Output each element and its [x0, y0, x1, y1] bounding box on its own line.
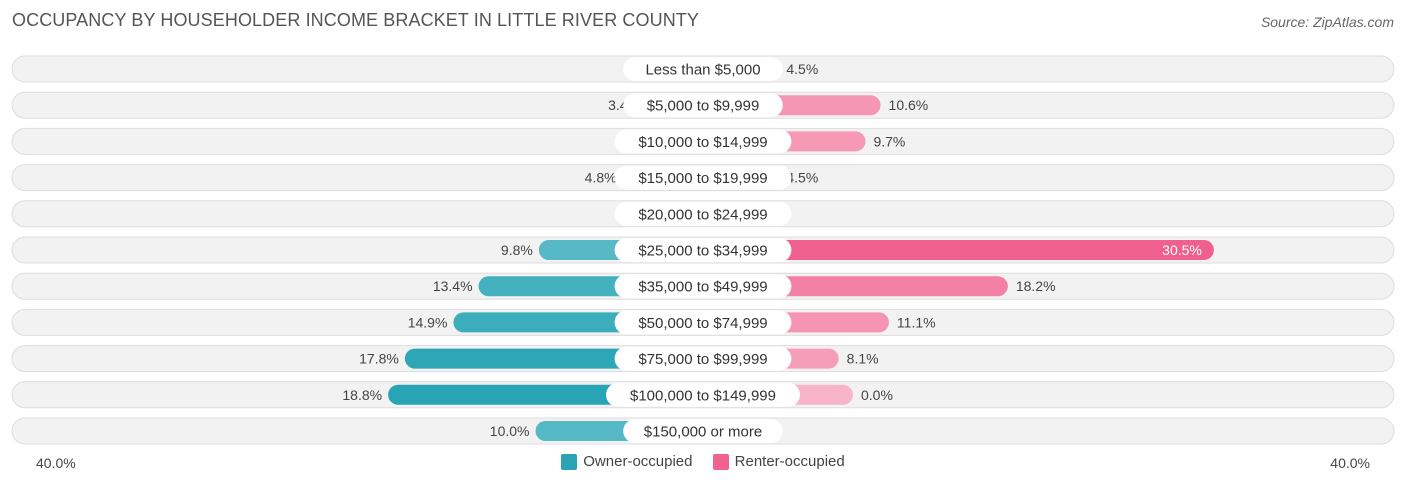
category-pill	[614, 238, 792, 262]
chart-title: OCCUPANCY BY HOUSEHOLDER INCOME BRACKET …	[12, 10, 699, 30]
category-pill	[614, 310, 792, 335]
category-label: $50,000 to $74,999	[638, 315, 767, 332]
chart-legend: Owner-occupied Renter-occupied	[0, 453, 1406, 474]
label-owner: 14.9%	[408, 314, 448, 330]
category-label: Less than $5,000	[645, 62, 760, 79]
category-label: $100,000 to $149,999	[630, 387, 776, 404]
legend-swatch-renter	[712, 453, 729, 470]
category-label: $20,000 to $24,999	[638, 206, 767, 223]
category-label: $35,000 to $49,999	[638, 279, 767, 296]
legend-item-renter: Renter-occupied	[712, 453, 845, 470]
label-owner: 18.8%	[342, 387, 382, 403]
category-label: $5,000 to $9,999	[647, 98, 760, 115]
label-owner: 10.0%	[490, 423, 530, 439]
bar-renter	[693, 240, 1214, 260]
category-pill	[614, 346, 792, 371]
category-label: $15,000 to $19,999	[638, 170, 767, 187]
label-renter: 4.5%	[786, 170, 818, 186]
category-pill	[623, 93, 783, 118]
category-pill	[614, 129, 792, 154]
chart-plot-area: 1.9%4.5%Less than $5,0003.4%10.6%$5,000 …	[11, 55, 1395, 445]
label-renter: 18.2%	[1016, 278, 1056, 294]
category-label: $10,000 to $14,999	[638, 134, 767, 151]
label-renter: 0.0%	[861, 387, 893, 403]
legend-label-renter: Renter-occupied	[734, 453, 845, 470]
chart-source: Source: ZipAtlas.com	[1260, 14, 1394, 30]
label-owner: 9.8%	[501, 242, 533, 258]
category-pill	[614, 274, 792, 299]
category-label: $150,000 or more	[644, 424, 762, 441]
legend-swatch-owner	[561, 453, 578, 470]
legend-item-owner: Owner-occupied	[561, 453, 692, 470]
category-pill	[623, 57, 783, 81]
label-owner: 17.8%	[359, 351, 399, 367]
legend-label-owner: Owner-occupied	[583, 453, 693, 470]
label-renter: 11.1%	[897, 314, 936, 330]
label-renter: 30.5%	[1162, 242, 1202, 258]
axis-right-label: 40.0%	[1330, 455, 1370, 471]
label-renter: 9.7%	[873, 133, 905, 149]
label-renter: 10.6%	[889, 97, 929, 113]
category-pill	[614, 165, 792, 190]
label-renter: 4.5%	[786, 61, 818, 77]
label-renter: 8.1%	[847, 351, 879, 367]
axis-left-label: 40.0%	[36, 455, 76, 471]
label-owner: 13.4%	[433, 278, 473, 294]
category-pill	[606, 382, 800, 407]
label-owner: 4.8%	[585, 170, 617, 186]
category-pill	[623, 419, 783, 443]
category-pill	[614, 201, 792, 226]
category-label: $25,000 to $34,999	[638, 243, 767, 260]
category-label: $75,000 to $99,999	[638, 351, 767, 368]
